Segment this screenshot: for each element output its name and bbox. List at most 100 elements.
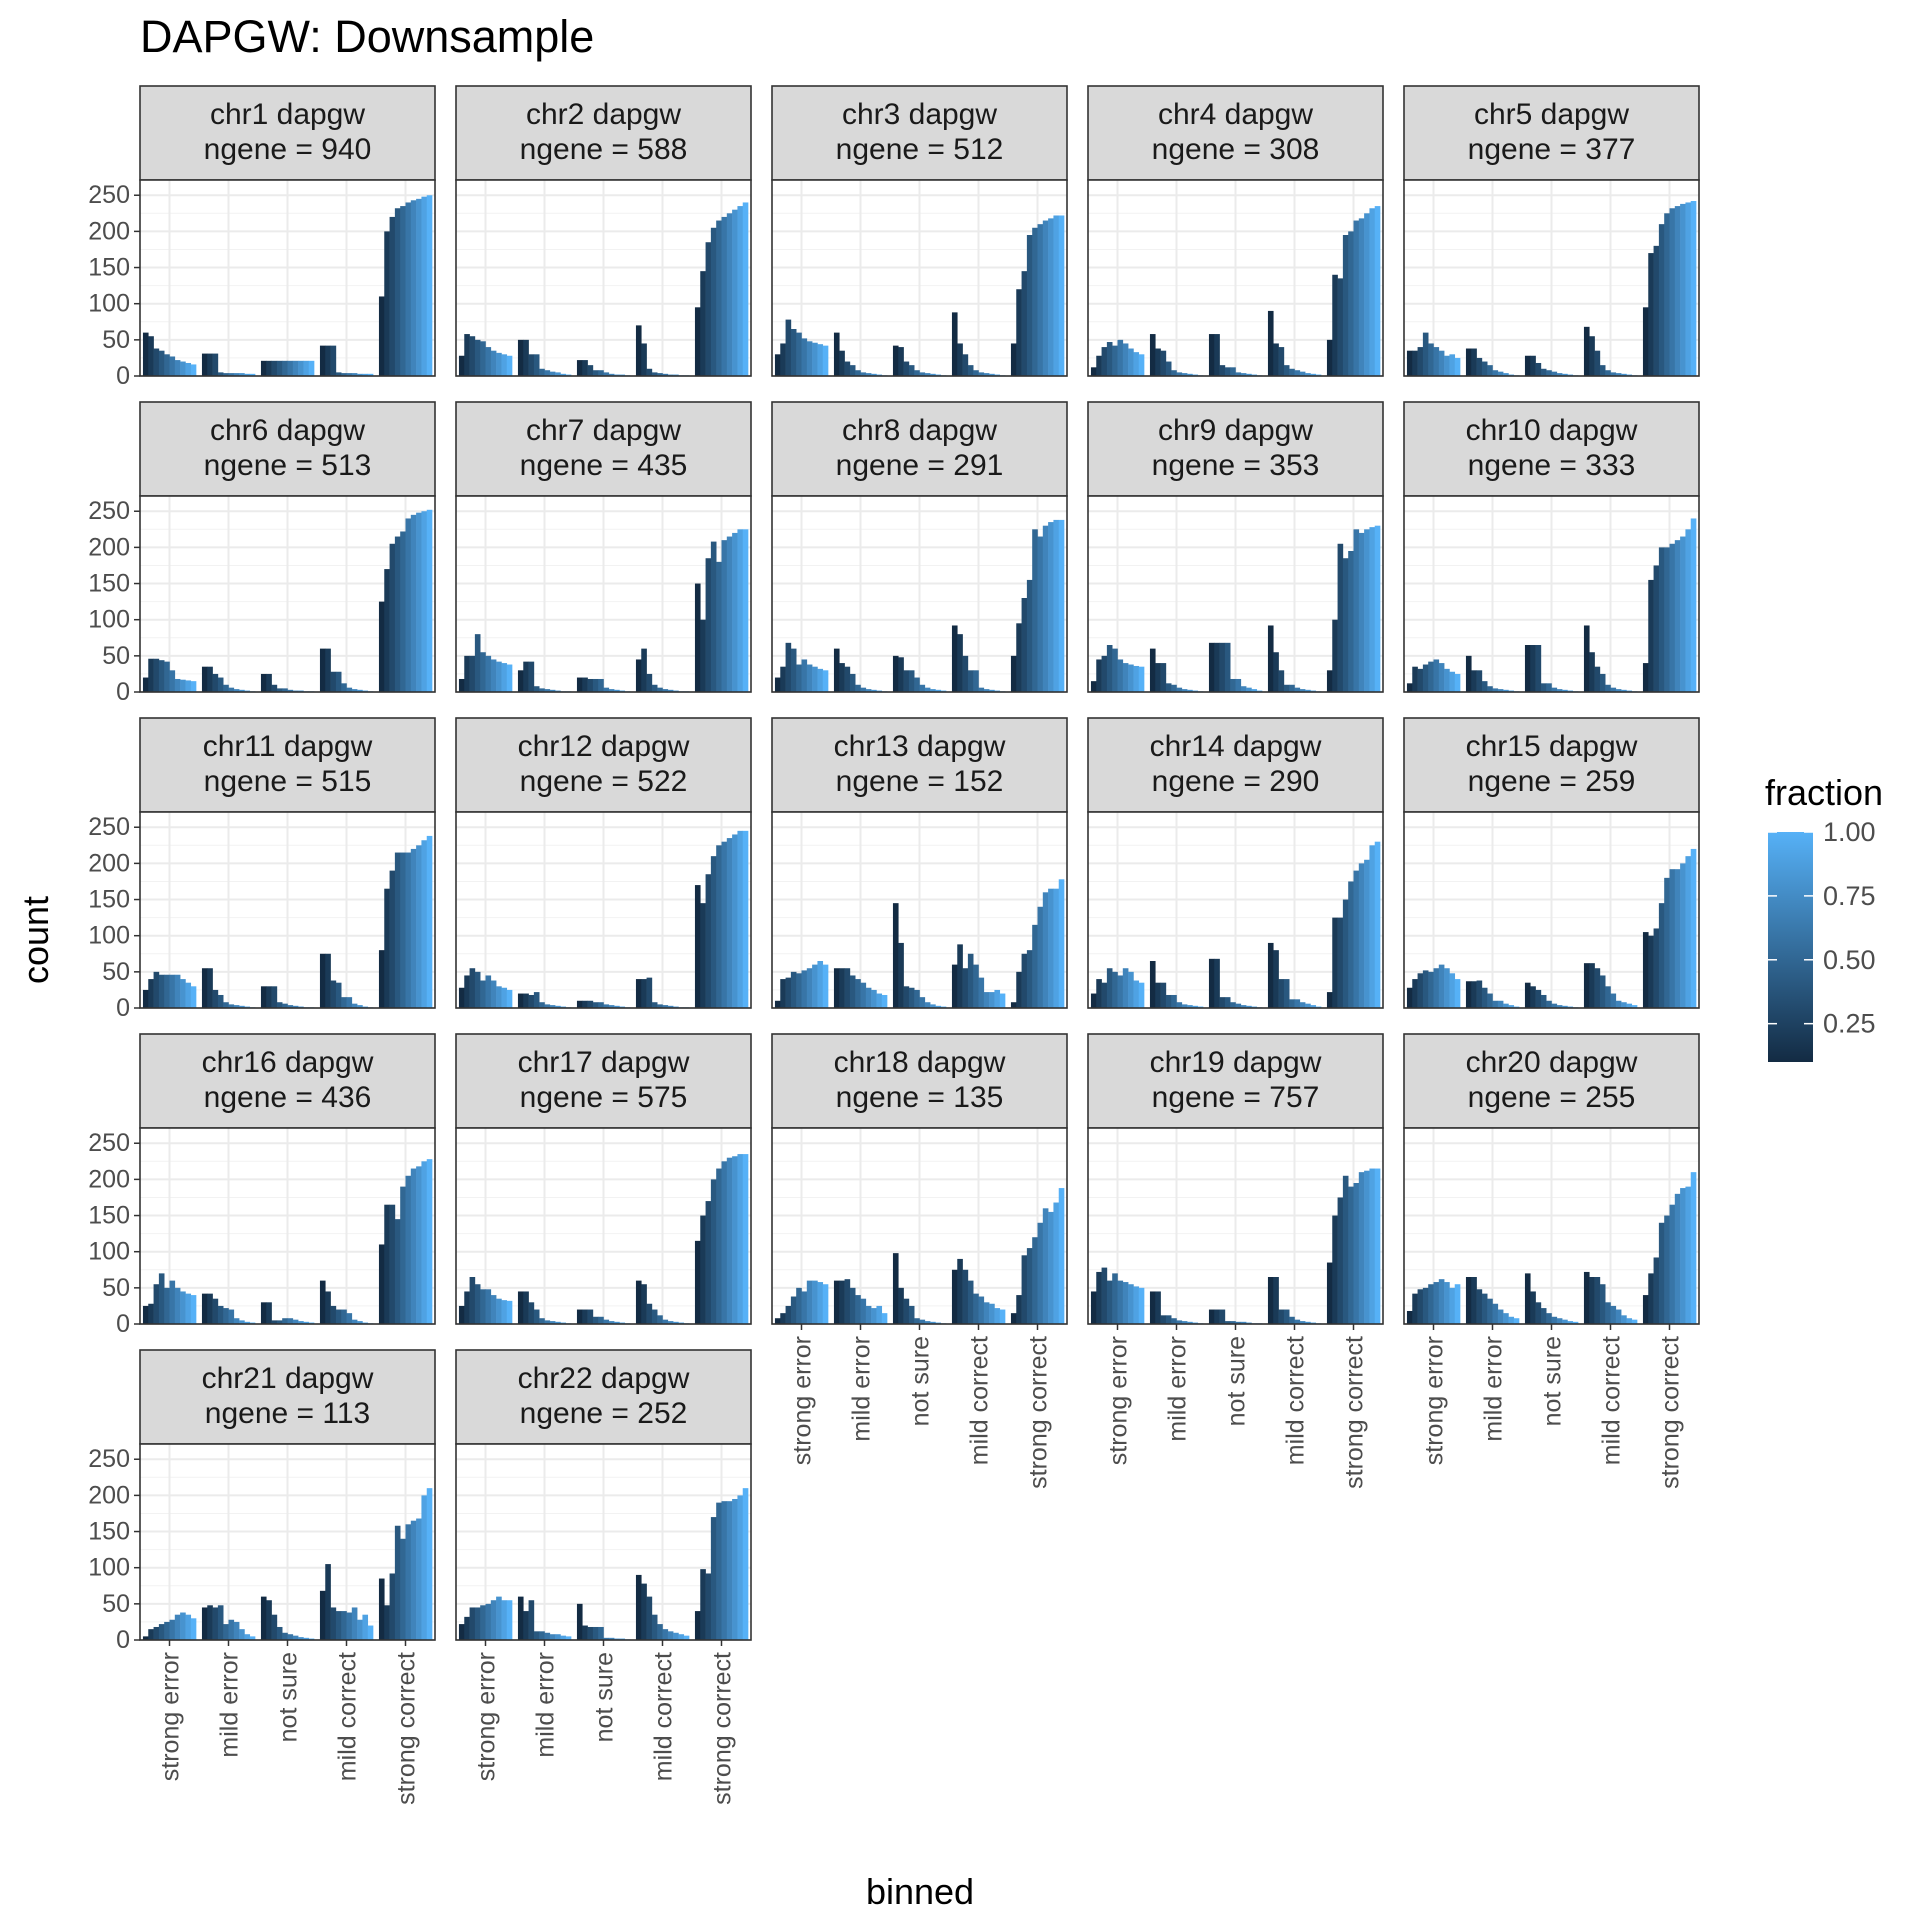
bar	[1583, 326, 1590, 376]
facet-strip-ngene: ngene = 255	[1468, 1081, 1636, 1114]
bar	[1680, 863, 1686, 1008]
bar	[180, 979, 186, 1008]
bar	[935, 1005, 942, 1008]
facet-strip-ngene: ngene = 259	[1468, 765, 1636, 798]
bar	[330, 980, 337, 1008]
bar	[957, 343, 963, 376]
bar	[1599, 365, 1606, 376]
bar	[1021, 598, 1028, 692]
bar	[801, 1291, 808, 1324]
bar	[405, 1175, 412, 1324]
bar	[930, 689, 936, 692]
facet-strip-label: chr16 dapgw	[202, 1046, 374, 1079]
bar	[860, 1298, 867, 1324]
facet-strip	[771, 717, 1068, 813]
bar	[555, 1321, 561, 1324]
bar	[1631, 1005, 1638, 1008]
bar	[582, 1625, 588, 1640]
x-tick-label: mild correct	[1282, 1336, 1310, 1465]
x-tick-label: strong error	[157, 1652, 185, 1781]
bar	[1465, 981, 1472, 1008]
bar	[876, 993, 883, 1008]
bar	[1332, 274, 1338, 376]
facet-strip-label: chr22 dapgw	[518, 1362, 690, 1395]
bar	[1326, 339, 1333, 376]
bar	[1289, 1316, 1295, 1324]
bar	[325, 648, 331, 692]
bar	[662, 1005, 669, 1008]
bar	[978, 977, 985, 1008]
bar	[1422, 970, 1429, 1008]
bar	[1562, 689, 1568, 692]
bar	[1165, 683, 1172, 692]
bar	[282, 688, 288, 692]
bar	[641, 343, 647, 376]
bar	[1267, 310, 1274, 376]
bar	[1535, 1302, 1542, 1324]
bar	[646, 977, 653, 1008]
bar	[148, 979, 154, 1008]
bar	[1149, 334, 1156, 376]
bar	[1230, 367, 1236, 376]
bar	[1208, 334, 1215, 376]
bar	[951, 312, 958, 376]
bar	[464, 975, 470, 1008]
bar	[1546, 683, 1552, 692]
bar	[1599, 1284, 1606, 1324]
bar	[716, 845, 722, 1008]
bar	[485, 975, 492, 1008]
bar	[1160, 663, 1167, 692]
bar	[839, 968, 845, 1008]
y-tick-label: 0	[116, 1626, 130, 1654]
bar	[662, 1629, 669, 1640]
bar	[142, 989, 149, 1008]
bar	[903, 986, 910, 1008]
bar	[164, 974, 170, 1008]
legend-tick-label: 1.00	[1823, 817, 1876, 847]
bar	[400, 852, 406, 1008]
bar	[496, 352, 502, 376]
bar	[1438, 663, 1445, 692]
bar	[341, 683, 347, 692]
x-tick-label: strong correct	[1341, 1336, 1369, 1489]
bar	[1042, 1208, 1049, 1324]
bar	[801, 970, 808, 1008]
bar	[158, 974, 165, 1008]
bar	[544, 1632, 551, 1640]
y-tick-label: 150	[88, 1518, 130, 1546]
bar	[657, 1624, 663, 1640]
bar	[384, 569, 390, 692]
bar	[410, 1168, 417, 1324]
y-tick-label: 250	[88, 497, 130, 525]
bar	[1176, 1320, 1183, 1324]
bar	[710, 1517, 717, 1640]
bar	[1535, 645, 1542, 692]
bar	[1235, 1321, 1242, 1324]
bar	[978, 1296, 985, 1324]
bar	[389, 543, 396, 692]
bar	[1583, 963, 1590, 1008]
bar	[1090, 681, 1097, 692]
bar	[935, 689, 942, 692]
bar	[174, 1614, 181, 1640]
bar	[1224, 367, 1231, 376]
facet-strip-ngene: ngene = 252	[520, 1397, 688, 1430]
bar	[1589, 652, 1595, 692]
bar	[533, 992, 540, 1008]
bar	[700, 271, 706, 376]
bar	[1165, 994, 1172, 1008]
bar	[506, 1300, 513, 1324]
bar	[603, 1004, 610, 1008]
bar	[806, 1280, 813, 1324]
bar	[1658, 547, 1665, 692]
bar	[180, 361, 186, 376]
bar	[694, 307, 701, 376]
bar	[1010, 655, 1017, 692]
bar	[608, 689, 615, 692]
bar	[389, 870, 396, 1008]
facet-strip-label: chr8 dapgw	[842, 414, 997, 447]
bar	[1160, 350, 1167, 376]
bar	[223, 1624, 229, 1640]
